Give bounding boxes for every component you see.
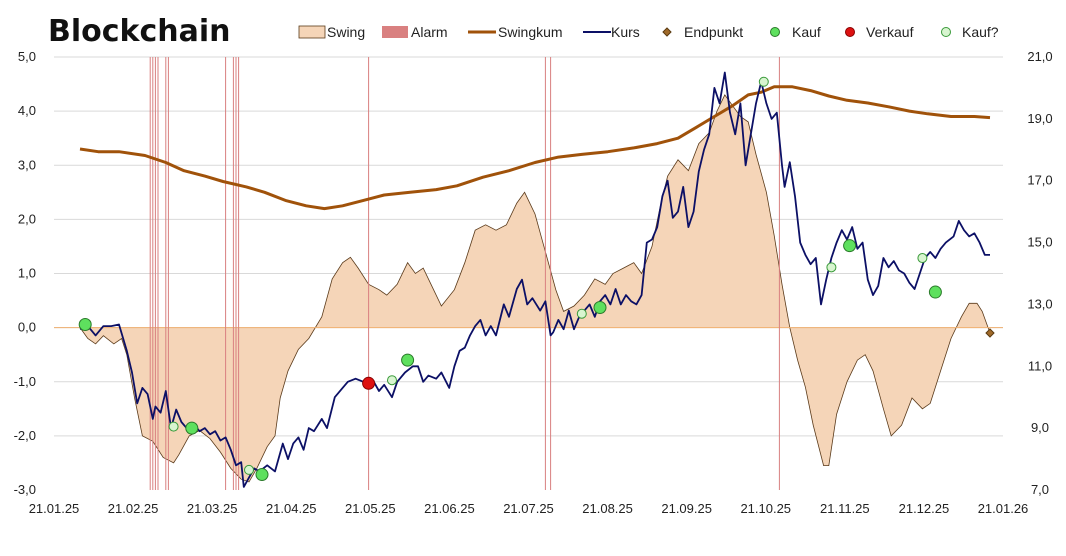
x-tick: 21.03.25 [187,501,238,516]
x-tick: 21.02.25 [108,501,159,516]
y-left-tick: 2,0 [18,211,36,226]
y-axis-right: 21,0 19,0 17,0 15,0 13,0 11,0 9,0 7,0 [1027,49,1052,497]
y-right-tick: 21,0 [1027,49,1052,64]
x-axis: 21.01.25 21.02.25 21.03.25 21.04.25 21.05.25… [29,501,1029,516]
kauf-marker [255,468,269,482]
kauf-marker [928,285,942,299]
kauf-marker [593,301,607,315]
y-left-tick: -2,0 [14,428,36,443]
y-left-tick: 3,0 [18,157,36,172]
chart-title: Blockchain [48,14,231,49]
kauf-fragezeichen-marker [917,253,928,264]
y-right-tick: 9,0 [1031,420,1049,435]
endpunkt-marker [985,328,995,338]
kauf-marker [78,318,92,332]
legend-label: Verkauf [866,24,914,40]
kauf-fragezeichen-marker [576,308,587,319]
y-right-tick: 19,0 [1027,111,1052,126]
alarm-lines [149,57,780,490]
y-right-tick: 15,0 [1027,235,1052,250]
swingkum-line [79,85,991,211]
legend-swatch [941,27,951,37]
y-left-tick: -3,0 [14,482,36,497]
kauf-fragezeichen-marker [168,421,179,432]
legend-label: Kauf [792,24,821,40]
kurs-path [79,71,990,488]
y-right-tick: 17,0 [1027,173,1052,188]
y-right-tick: 7,0 [1031,482,1049,497]
kauf-marker [185,421,199,435]
kauf-marker [843,239,857,253]
x-tick: 21.04.25 [266,501,317,516]
legend-label: Swingkum [498,24,563,40]
swing-area [79,94,991,483]
kauf-fragezeichen-marker [758,76,769,87]
kauf-fragezeichen-marker [387,375,397,386]
legend-swatch [662,27,672,37]
y-left-tick: 0,0 [18,320,36,335]
x-tick: 21.07.25 [503,501,554,516]
x-tick: 21.12.25 [899,501,950,516]
x-tick: 21.01.25 [29,501,80,516]
swing-fill [80,94,990,482]
x-tick: 21.05.25 [345,501,396,516]
legend-label: Endpunkt [684,24,743,40]
kauf-fragezeichen-marker [244,464,254,475]
x-tick: 21.09.25 [661,501,712,516]
y-axis-left: 5,0 4,0 3,0 2,0 1,0 0,0 -1,0 -2,0 -3,0 [14,49,36,497]
y-left-tick: -1,0 [14,374,36,389]
y-left-tick: 1,0 [18,266,36,281]
legend-label: Kurs [611,24,640,40]
y-right-tick: 13,0 [1027,296,1052,311]
x-tick: 21.11.25 [820,501,870,516]
x-tick: 21.06.25 [424,501,475,516]
legend-label: Kauf? [962,24,999,40]
y-left-tick: 4,0 [18,103,36,118]
x-tick: 21.01.26 [978,501,1029,516]
signal-markers [78,76,995,482]
x-tick: 21.10.25 [740,501,791,516]
kurs-line [79,71,990,488]
verkauf-marker [362,376,376,390]
legend-swatch [382,26,408,38]
x-tick: 21.08.25 [582,501,633,516]
legend-swatch [298,25,326,39]
legend: Swing Alarm Swingkum Kurs Endpunkt Kauf Verkau… [298,24,999,40]
y-left-tick: 5,0 [18,49,36,64]
swingkum-path [79,85,991,211]
legend-swatch [770,27,780,37]
legend-label: Alarm [411,24,448,40]
kauf-fragezeichen-marker [826,262,837,273]
kauf-marker [401,353,415,367]
legend-label: Swing [327,24,365,40]
y-right-tick: 11,0 [1028,358,1052,373]
legend-swatch [845,27,855,37]
